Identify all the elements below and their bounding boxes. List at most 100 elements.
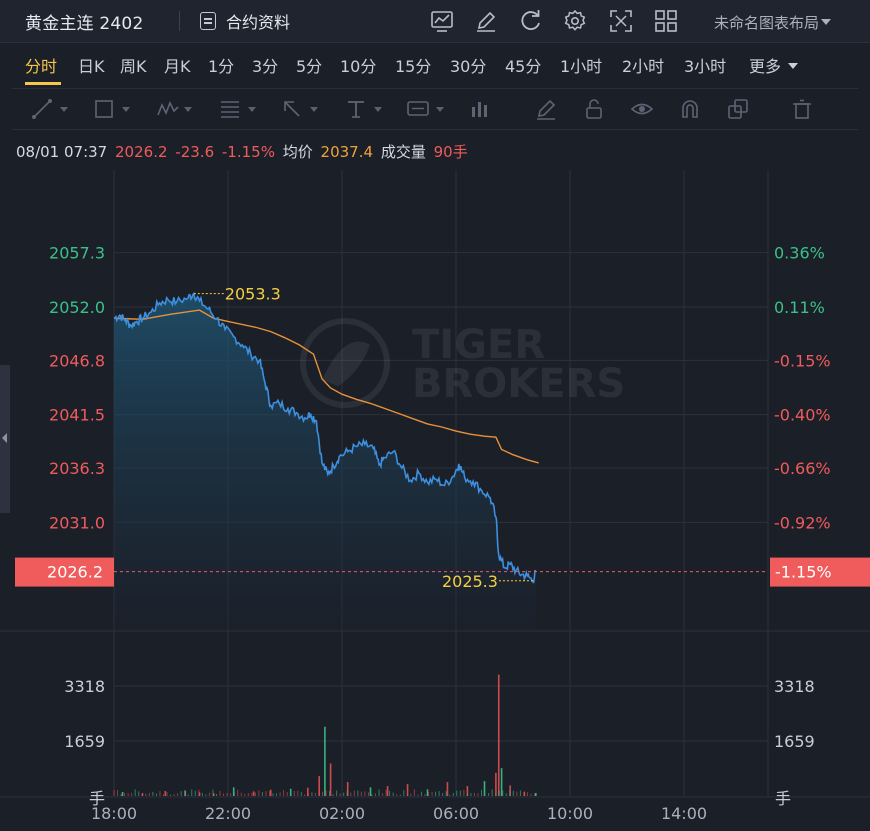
volume-bar [329, 790, 331, 796]
tab-timeshare[interactable]: 分时 [25, 57, 58, 76]
volume-bar [473, 792, 475, 796]
volume-bar [117, 790, 119, 796]
price-line [113, 291, 537, 584]
volume-bar [258, 790, 260, 796]
quote-datetime: 08/01 07:37 [16, 143, 108, 161]
volume-bar [244, 793, 246, 796]
volume-bar [159, 791, 161, 796]
volume-bar [364, 791, 366, 796]
volume-bar [283, 790, 285, 796]
fullscreen-icon[interactable] [608, 8, 634, 34]
draw-icon[interactable] [473, 8, 499, 34]
settings-icon[interactable] [562, 8, 588, 34]
volume-bar [435, 791, 437, 796]
contract-info-label: 合约资料 [226, 13, 291, 32]
volume-bar [410, 793, 412, 796]
volume-bar [495, 793, 497, 796]
tab-daily[interactable]: 日K [78, 57, 105, 76]
chevron-down-icon[interactable] [310, 107, 318, 112]
layout-grid-icon[interactable] [653, 8, 679, 34]
tab-1hour[interactable]: 1小时 [560, 57, 603, 76]
chevron-down-icon[interactable] [374, 107, 382, 112]
label-icon[interactable] [406, 97, 430, 121]
chevron-down-icon[interactable] [248, 107, 256, 112]
volume-bar [223, 793, 225, 796]
chart-layout-dropdown[interactable]: 未命名图表布局 [714, 12, 832, 33]
pct-tick-label: -0.15% [774, 351, 831, 370]
contract-info-button[interactable]: 合约资料 [200, 10, 290, 32]
trend-line-icon[interactable] [30, 97, 54, 121]
price-area-fill [114, 293, 536, 630]
tab-3min[interactable]: 3分 [252, 57, 279, 76]
tab-weekly[interactable]: 周K [120, 57, 147, 76]
intraday-chart[interactable]: TIGER BROKERS 2026.2 -1.15% 2053.3 2025.3 1… [0, 130, 870, 831]
volume-bar [526, 792, 528, 796]
volume-bar [198, 789, 200, 796]
low-marker-label: 2025.3 [442, 572, 498, 591]
chevron-down-icon [821, 19, 832, 25]
volume-bar [420, 791, 422, 796]
tiger-brokers-watermark: TIGER BROKERS [300, 318, 625, 408]
refresh-icon[interactable] [518, 8, 544, 34]
quote-change-pct: -1.15% [221, 143, 275, 161]
clone-icon[interactable] [726, 97, 750, 121]
lock-icon[interactable] [582, 97, 606, 121]
volume-bar [378, 789, 380, 796]
eye-icon[interactable] [630, 97, 654, 121]
volume-bar [505, 793, 507, 796]
volume-value: 90手 [433, 143, 468, 161]
trash-icon[interactable] [790, 97, 814, 121]
volume-bar [297, 790, 299, 796]
volume-bar [141, 794, 143, 796]
instrument-title[interactable]: 黄金主连 2402 [25, 14, 144, 34]
volume-bar [131, 792, 133, 796]
top-toolbar: 黄金主连 2402 合约资料 [0, 0, 870, 43]
volume-bar [279, 792, 281, 796]
watermark-line-2: BROKERS [412, 361, 625, 407]
volume-bar [500, 768, 503, 796]
volume-bar [509, 790, 511, 796]
pen-icon[interactable] [534, 97, 558, 121]
volume-bar [369, 787, 372, 796]
wave-icon[interactable] [156, 97, 180, 121]
chevron-down-icon[interactable] [122, 107, 130, 112]
arrow-icon[interactable] [280, 97, 304, 121]
tab-5min[interactable]: 5分 [296, 57, 323, 76]
tab-15min[interactable]: 15分 [395, 57, 432, 76]
avg-price-value: 2037.4 [320, 143, 374, 161]
volume-bar [512, 790, 514, 796]
avg-price-line [113, 309, 539, 464]
rectangle-icon[interactable] [92, 97, 116, 121]
tab-30min[interactable]: 30分 [450, 57, 487, 76]
volume-bar [392, 792, 394, 796]
chevron-down-icon[interactable] [436, 107, 444, 112]
indicator-icon[interactable] [429, 8, 455, 34]
chevron-down-icon[interactable] [60, 107, 68, 112]
volume-bar [184, 790, 187, 796]
tab-1min[interactable]: 1分 [208, 57, 235, 76]
fibonacci-icon[interactable] [218, 97, 242, 121]
side-panel-toggle[interactable] [0, 365, 10, 513]
volume-bar [113, 789, 115, 796]
chevron-down-icon[interactable] [184, 107, 192, 112]
volume-bar [324, 726, 326, 796]
y-tick-label: 2057.3 [49, 244, 105, 263]
magnet-icon[interactable] [678, 97, 702, 121]
volume-bar [318, 792, 320, 796]
tab-monthly[interactable]: 月K [164, 57, 191, 76]
vol-tick-label: 3318 [64, 677, 105, 696]
tab-more[interactable]: 更多 [749, 53, 799, 77]
tab-3hour[interactable]: 3小时 [684, 57, 727, 76]
volume-bar [360, 791, 362, 796]
tab-45min[interactable]: 45分 [505, 57, 542, 76]
volume-bar [459, 790, 461, 796]
volume-bar [148, 793, 150, 796]
volume-bar [431, 792, 433, 796]
volume-bar [329, 763, 332, 796]
volume-bar [269, 789, 272, 796]
text-icon[interactable] [344, 97, 368, 121]
tab-10min[interactable]: 10分 [340, 57, 377, 76]
tab-2hour[interactable]: 2小时 [622, 57, 665, 76]
volume-bar [226, 792, 228, 796]
measure-icon[interactable] [468, 97, 492, 121]
